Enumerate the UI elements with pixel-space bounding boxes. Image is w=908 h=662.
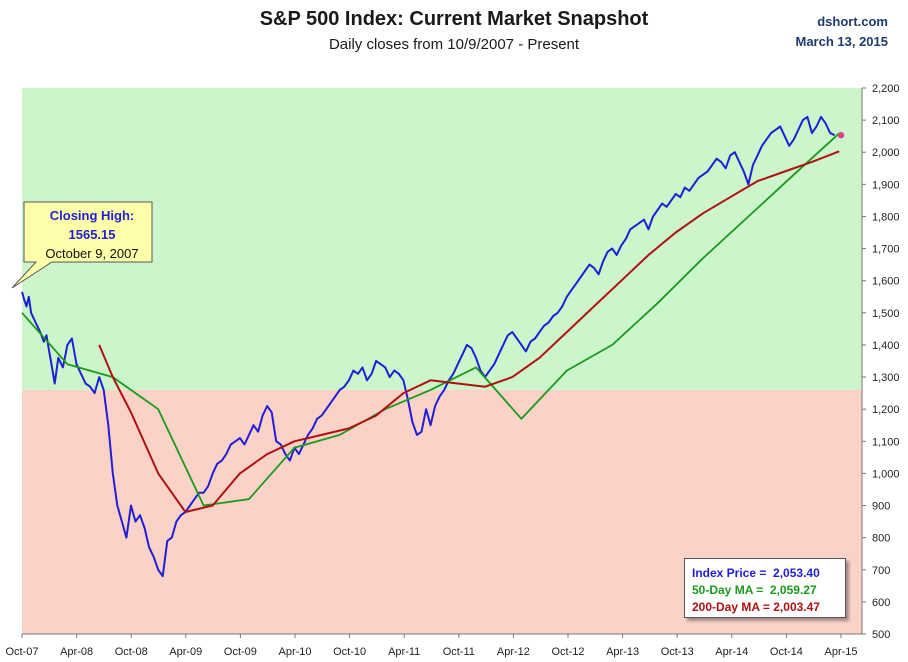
callout-bubble: [11, 201, 153, 289]
chart-subtitle: Daily closes from 10/9/2007 - Present: [328, 36, 580, 53]
x-tick-label: Apr-14: [715, 646, 748, 658]
series-line-200-day-ma: [98, 150, 840, 513]
y-tick-label: 1,100: [872, 436, 900, 448]
y-tick-label: 1,800: [872, 211, 900, 223]
y-tick-label: 1,900: [872, 179, 900, 191]
x-tick-label: Apr-09: [169, 646, 202, 658]
y-tick-label: 800: [872, 533, 890, 545]
source-name: dshort.com: [817, 14, 888, 29]
legend-ma200: 200-Day MA = 2,003.47: [692, 600, 820, 614]
y-tick-label: 1,600: [872, 276, 900, 288]
y-tick-label: 600: [872, 597, 890, 609]
y-tick-label: 2,000: [872, 147, 900, 159]
x-tick-label: Oct-14: [770, 646, 803, 658]
source-date: March 13, 2015: [795, 34, 888, 49]
x-tick-label: Oct-09: [224, 646, 257, 658]
y-tick-label: 1,300: [872, 372, 900, 384]
x-tick-label: Apr-08: [60, 646, 93, 658]
axes: 500 600 700 800 900 1,000 1,100 1,200 1,300 1,400…: [5, 83, 899, 658]
callout-heading: Closing High:: [49, 208, 135, 223]
series-line-50-day-ma: [21, 132, 840, 507]
y-tick-label: 1,000: [872, 468, 900, 480]
x-tick-label: Oct-07: [5, 646, 38, 658]
closing-high-callout: Closing High: 1565.15 October 9, 2007: [11, 201, 162, 289]
x-tick-label: Apr-10: [278, 646, 311, 658]
chart-title: S&P 500 Index: Current Market Snapshot: [259, 8, 649, 30]
legend-box: Index Price = 2,053.40 50-Day MA = 2,059…: [684, 558, 846, 618]
zone-above: [22, 88, 862, 390]
x-tick-label: Oct-13: [661, 646, 694, 658]
y-tick-label: 1,400: [872, 340, 900, 352]
x-tick-label: Oct-08: [115, 646, 148, 658]
x-tick-label: Apr-12: [497, 646, 530, 658]
x-tick-label: Oct-12: [551, 646, 584, 658]
shaded-zones: [22, 88, 862, 634]
series-line-index-price: [21, 115, 836, 578]
y-tick-label: 1,200: [872, 404, 900, 416]
y-tick-label: 900: [872, 501, 890, 513]
y-tick-label: 1,500: [872, 308, 900, 320]
y-tick-label: 2,100: [872, 115, 900, 127]
callout-value: 1565.15: [68, 227, 116, 242]
legend-index: Index Price = 2,053.40: [692, 566, 820, 580]
x-tick-label: Apr-15: [824, 646, 857, 658]
source-block: dshort.com March 13, 2015: [795, 12, 888, 52]
callout-date: October 9, 2007: [45, 246, 139, 261]
x-tick-label: Oct-10: [333, 646, 366, 658]
y-tick-label: 2,200: [872, 83, 900, 95]
series-layer: [21, 115, 845, 578]
legend-ma50: 50-Day MA = 2,059.27: [692, 583, 817, 597]
y-tick-label: 1,700: [872, 244, 900, 256]
y-tick-label: 700: [872, 565, 890, 577]
x-tick-label: Oct-11: [443, 646, 475, 658]
y-tick-label: 500: [872, 629, 890, 641]
index-end-marker: [837, 132, 845, 139]
x-tick-label: Apr-11: [388, 646, 420, 658]
x-tick-label: Apr-13: [606, 646, 639, 658]
